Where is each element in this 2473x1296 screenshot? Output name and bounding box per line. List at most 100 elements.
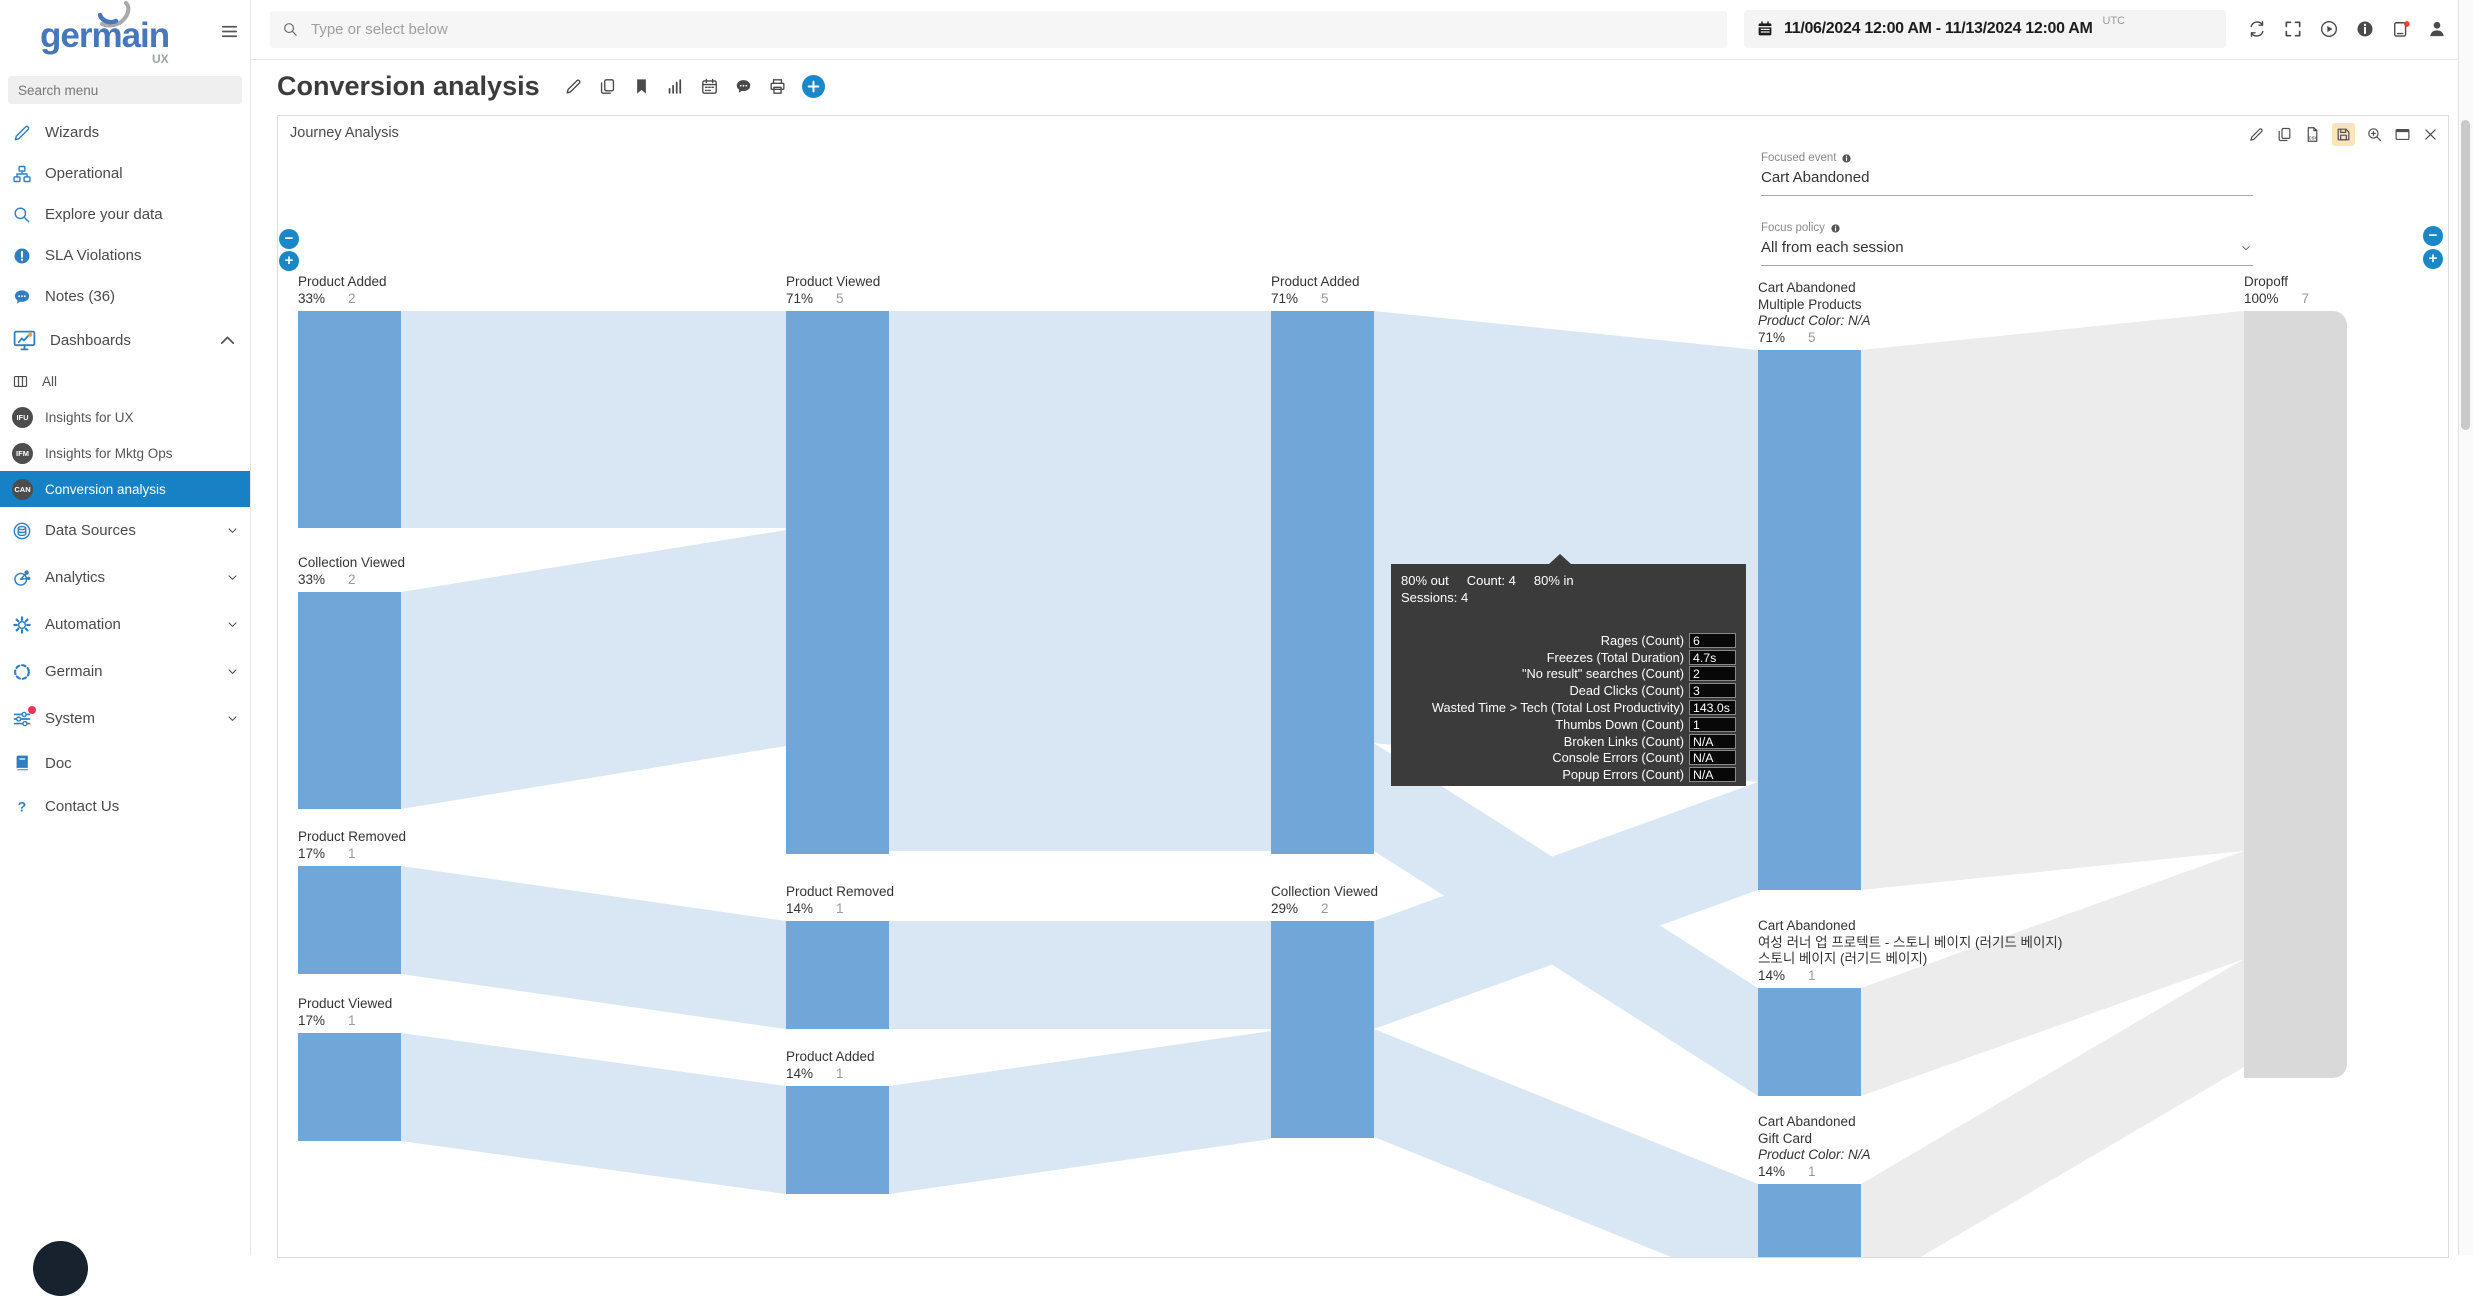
zoom-in-left-button[interactable]: + [279, 251, 299, 271]
sidebar-item-label: Dashboards [50, 331, 131, 349]
sankey-flow-link-4[interactable] [889, 311, 1271, 851]
zoom-in-right-button[interactable]: + [2423, 249, 2443, 269]
sankey-node-1[interactable] [298, 592, 401, 809]
sidebar-item-operational[interactable]: Operational [0, 153, 250, 194]
printer-icon[interactable] [768, 77, 787, 96]
dashedcircle-icon [12, 662, 32, 682]
person-icon[interactable] [2427, 19, 2447, 39]
sankey-node-3[interactable] [298, 1033, 401, 1141]
playcircle-icon[interactable] [2319, 19, 2339, 39]
sidebar-item-insights-for-ux[interactable]: IFU Insights for UX [0, 399, 250, 435]
germain-logo-ux: UX [152, 52, 169, 66]
sidebar-item-automation[interactable]: Automation [0, 601, 250, 648]
sankey-dropoff-link-2[interactable] [1861, 959, 2244, 1258]
sidebar-item-sla-violations[interactable]: SLA Violations [0, 235, 250, 276]
pencil-icon[interactable] [564, 77, 583, 96]
tooltip-metric-label: Rages (Count) [1600, 632, 1684, 648]
sidebar-item-label: Operational [45, 165, 123, 182]
dashboard-icon-wrap [12, 328, 37, 353]
zoom-out-left-button[interactable]: − [279, 229, 299, 249]
copy-icon[interactable] [2276, 126, 2293, 143]
sankey-flow-link-0[interactable] [401, 311, 786, 528]
calendar-icon[interactable] [700, 77, 719, 96]
sankey-dropoff-link-0[interactable] [1861, 311, 2244, 890]
close-icon[interactable] [2422, 126, 2439, 143]
comment-icon[interactable] [734, 77, 753, 96]
floppy-icon[interactable] [2332, 123, 2355, 146]
sankey-flow-link-3[interactable] [401, 1033, 786, 1194]
sidebar-item-doc[interactable]: Doc [0, 742, 250, 785]
sankey-node-8[interactable] [1271, 921, 1374, 1138]
sidebar-item-conversion-analysis[interactable]: CAN Conversion analysis [0, 471, 250, 507]
sidebar-item-label: Wizards [45, 124, 100, 141]
sidebar-item-all[interactable]: All [0, 363, 250, 399]
tooltip-row: Rages (Count) 6 [1401, 632, 1736, 649]
sankey-node-10[interactable] [1758, 988, 1861, 1096]
bars-icon[interactable] [666, 77, 685, 96]
window-icon[interactable] [2394, 126, 2411, 143]
sidebar-item-label: Explore your data [45, 206, 163, 223]
refresh-icon[interactable] [2247, 19, 2267, 39]
sankey-node-9[interactable] [1758, 350, 1861, 890]
sitemap-icon [12, 164, 32, 184]
sidebar-item-explore-your-data[interactable]: Explore your data [0, 194, 250, 235]
tooltip-metric-value: N/A [1689, 750, 1736, 766]
sidebar-item-insights-for-mktg-ops[interactable]: IFM Insights for Mktg Ops [0, 435, 250, 471]
sidebar-item-notes-36[interactable]: Notes (36) [0, 276, 250, 317]
sidebar-item-contact-us[interactable]: ? Contact Us [0, 785, 250, 828]
global-search-input[interactable] [309, 20, 1715, 39]
page-scrollbar [2458, 0, 2473, 1255]
sidebar-item-analytics[interactable]: Analytics [0, 554, 250, 601]
sankey-node-5[interactable] [786, 921, 889, 1029]
pencil-icon[interactable] [2248, 126, 2265, 143]
bookmark-icon[interactable] [632, 77, 651, 96]
sankey-flow-link-9[interactable] [1374, 782, 1758, 1029]
sidebar-item-label: Notes (36) [45, 288, 116, 305]
sankey-dropoff-link-1[interactable] [1861, 851, 2244, 1096]
svg-text:CSV: CSV [2309, 135, 2318, 140]
sidebar-item-dashboards[interactable]: Dashboards [0, 317, 250, 363]
germain-logo[interactable]: germain [40, 16, 170, 55]
tooltip-in-pct: 80% in [1533, 573, 1574, 588]
sidebar-search [8, 76, 242, 104]
filecsv-icon[interactable]: CSV [2304, 126, 2321, 143]
sankey-node-4[interactable] [786, 311, 889, 854]
sankey-flow-link-5[interactable] [889, 921, 1271, 1029]
zoomin-icon[interactable] [2366, 126, 2383, 143]
sankey-node-12[interactable] [2244, 311, 2347, 1078]
pencil-icon [12, 123, 32, 143]
fullscreen-icon[interactable] [2283, 19, 2303, 39]
sankey-node-7[interactable] [1271, 311, 1374, 854]
sankey-flow-link-6[interactable] [889, 1031, 1271, 1194]
sidebar-item-badge: IFM [12, 442, 33, 464]
sidebar-search-input[interactable] [8, 82, 242, 98]
copy-icon[interactable] [598, 77, 617, 96]
sankey-flow-link-1[interactable] [401, 530, 786, 809]
tooltip-row: Popup Errors (Count) N/A [1401, 766, 1736, 783]
sankey-node-2[interactable] [298, 866, 401, 974]
sankey-flow-link-10[interactable] [1374, 1029, 1758, 1258]
tooltip-row: Freezes (Total Duration) 4.7s [1401, 649, 1736, 666]
sidebar-item-germain[interactable]: Germain [0, 648, 250, 695]
scrollbar-thumb[interactable] [2461, 120, 2470, 430]
infocircle-icon[interactable] [2355, 19, 2375, 39]
devicedot-icon[interactable] [2391, 19, 2411, 39]
zoom-out-right-button[interactable]: − [2423, 226, 2443, 246]
sidebar-item-system[interactable]: System [0, 695, 250, 742]
hamburger-menu-icon[interactable] [220, 22, 239, 41]
sidebar-item-wizards[interactable]: Wizards [0, 112, 250, 153]
sidebar-item-label: Data Sources [45, 522, 136, 539]
sankey-node-6[interactable] [786, 1086, 889, 1194]
date-range-picker[interactable]: 11/06/2024 12:00 AM - 11/13/2024 12:00 A… [1744, 10, 2226, 48]
sidebar-item-data-sources[interactable]: Data Sources [0, 507, 250, 554]
focus-policy-select[interactable]: All from each session [1761, 234, 2253, 266]
focused-event-input[interactable] [1761, 164, 2253, 196]
add-panel-button[interactable] [801, 74, 825, 98]
search-icon [282, 21, 299, 38]
sankey-node-11[interactable] [1758, 1184, 1861, 1258]
chat-widget-button[interactable] [33, 1241, 88, 1296]
tooltip-metric-label: Broken Links (Count) [1563, 733, 1684, 749]
gear-icon [12, 615, 32, 635]
sankey-flow-link-2[interactable] [401, 866, 786, 1029]
sankey-node-0[interactable] [298, 311, 401, 528]
